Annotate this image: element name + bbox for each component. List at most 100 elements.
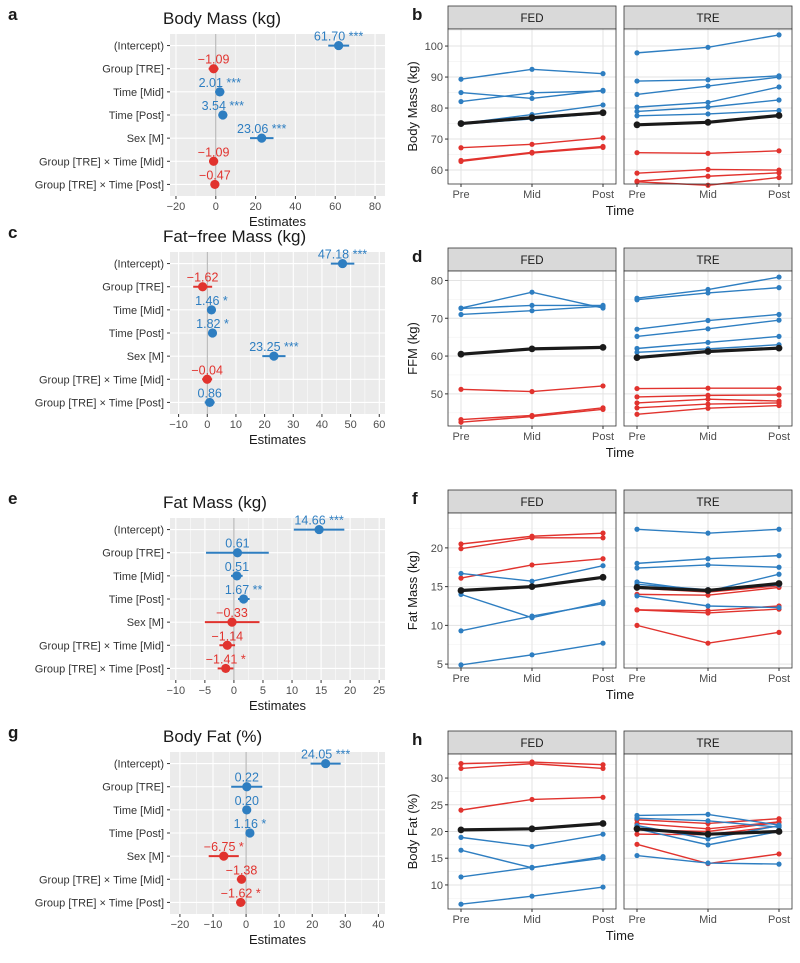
male-subject-point (705, 818, 711, 824)
male-subject-point (705, 530, 711, 536)
estimate-point (321, 758, 331, 769)
term-label: Time [Post] (109, 110, 164, 122)
male-subject-point (634, 526, 640, 532)
female-subject-point (458, 575, 464, 581)
male-subject-point (634, 815, 640, 821)
term-label: Time [Mid] (113, 805, 164, 817)
male-subject-point (458, 628, 464, 634)
estimate-label: 0.86 (198, 386, 222, 400)
y-tick-label: 15 (431, 853, 443, 865)
male-subject-point (458, 98, 464, 105)
female-subject-point (529, 761, 535, 767)
estimate-point (198, 282, 208, 292)
facet-tre: TRE Pre Mid Post (623, 489, 793, 685)
female-subject-point (705, 396, 711, 402)
female-subject-point (705, 385, 711, 391)
x-tick-label: 10 (230, 419, 242, 431)
y-axis-title: Fat Mass (kg) (405, 551, 420, 630)
estimate-point (202, 374, 212, 384)
x-axis-title: Estimates (249, 698, 307, 713)
y-axis-title: Body Fat (%) (405, 794, 420, 870)
x-tick-label: 60 (329, 201, 341, 213)
group-mean-point (528, 583, 536, 591)
male-subject-point (600, 831, 606, 837)
term-label: (Intercept) (114, 41, 164, 53)
male-subject-point (529, 90, 535, 96)
female-subject-point (634, 385, 640, 392)
female-subject-point (458, 158, 464, 164)
group-mean-point (599, 343, 607, 351)
group-mean-point (633, 584, 641, 591)
x-tick-label: 40 (316, 419, 328, 431)
x-axis-title: Time (606, 445, 634, 460)
female-subject-point (634, 150, 640, 156)
female-subject-point (776, 402, 782, 409)
y-tick-label: 70 (431, 313, 443, 325)
female-subject-point (458, 145, 464, 151)
x-tick-label: Pre (452, 673, 469, 685)
male-subject-point (529, 893, 535, 899)
male-subject-point (634, 297, 640, 303)
term-label: (Intercept) (114, 759, 164, 771)
panel-letter: b (412, 5, 422, 24)
female-subject-point (600, 794, 606, 800)
y-tick-label: 10 (431, 620, 443, 632)
female-subject-point (634, 831, 640, 837)
estimate-point (242, 805, 252, 815)
estimate-point (222, 640, 232, 650)
term-label: Group [TRE] (102, 548, 164, 560)
chart-title: Fat−free Mass (kg) (163, 227, 306, 246)
facet-fed: FED Pre Mid Post (447, 247, 617, 443)
male-subject-point (634, 78, 640, 84)
male-subject-point (776, 84, 782, 90)
female-subject-point (458, 386, 464, 392)
male-subject-point (776, 317, 782, 323)
estimate-point (218, 110, 228, 120)
female-subject-point (600, 383, 606, 389)
term-label: Group [TRE] × Time [Mid] (39, 374, 164, 386)
x-tick-label: Post (592, 189, 614, 201)
estimate-label: 23.25 *** (249, 340, 298, 354)
group-mean-point (633, 121, 641, 129)
chart-title: Body Fat (%) (163, 727, 262, 746)
estimate-label: −1.62 * (221, 886, 261, 900)
female-subject-point (634, 405, 640, 411)
female-subject-point (776, 851, 782, 857)
male-subject-point (634, 565, 640, 571)
facet-label: FED (521, 255, 544, 267)
x-tick-label: −20 (171, 919, 190, 931)
y-axis-title: FFM (kg) (405, 322, 420, 375)
female-subject-point (634, 607, 640, 613)
group-mean-point (633, 825, 641, 833)
male-subject-point (705, 44, 711, 50)
female-subject-point (458, 546, 464, 552)
male-subject-point (634, 333, 640, 340)
male-subject-point (634, 852, 640, 859)
forest-chart-c: c Fat−free Mass (kg) −10 0 10 20 30 40 50 60 (Inte… (8, 223, 385, 447)
male-subject-point (634, 113, 640, 119)
facet-label: FED (521, 497, 544, 509)
male-subject-point (705, 111, 711, 117)
estimate-point (227, 617, 237, 627)
x-tick-label: Post (592, 431, 614, 443)
chart-title: Fat Mass (kg) (163, 493, 267, 512)
male-subject-point (705, 326, 711, 332)
male-subject-point (776, 526, 782, 532)
male-subject-point (458, 76, 464, 82)
y-tick-label: 20 (431, 827, 443, 839)
x-tick-label: 25 (373, 685, 385, 697)
female-subject-point (458, 761, 464, 767)
term-label: Sex [M] (127, 351, 164, 363)
female-subject-point (776, 629, 782, 635)
estimate-point (242, 782, 252, 792)
male-subject-point (529, 302, 535, 309)
estimate-label: 0.51 (225, 560, 249, 574)
x-tick-label: 20 (306, 919, 318, 931)
y-tick-label: 80 (431, 275, 443, 287)
x-axis-title: Time (606, 203, 634, 218)
panel-letter: d (412, 247, 422, 266)
female-subject-point (600, 535, 606, 541)
term-label: Time [Mid] (113, 87, 164, 99)
x-tick-label: −10 (204, 919, 223, 931)
